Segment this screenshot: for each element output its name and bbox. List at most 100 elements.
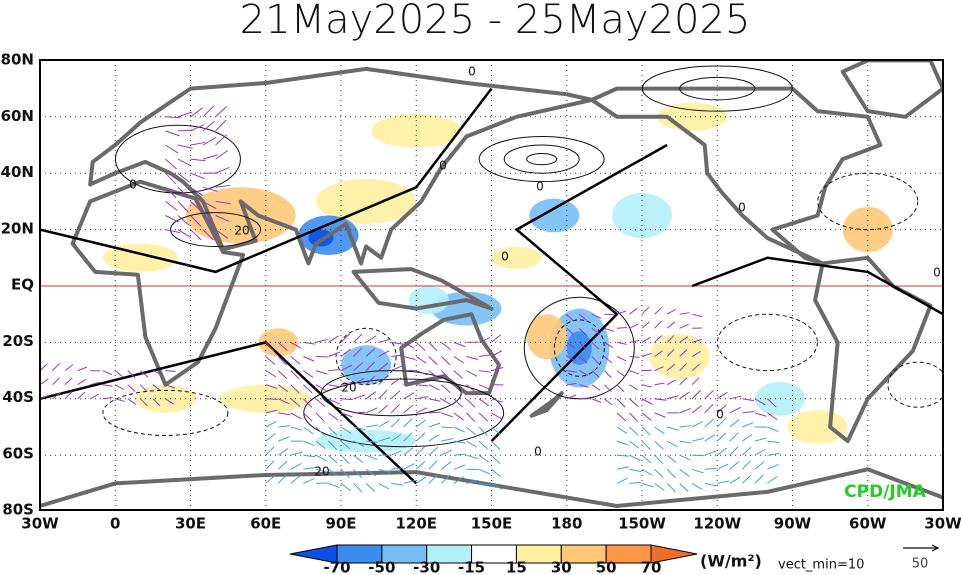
wind-vector bbox=[654, 350, 663, 357]
wind-vector bbox=[666, 426, 679, 431]
wind-vector bbox=[604, 341, 614, 349]
wind-vector bbox=[177, 129, 193, 132]
wind-vector bbox=[654, 366, 664, 372]
wind-vector bbox=[177, 215, 190, 226]
wind-vector bbox=[165, 370, 176, 372]
wind-vector bbox=[403, 479, 416, 484]
wind-vector bbox=[415, 419, 427, 428]
wind-vector bbox=[190, 107, 203, 118]
wind-vector bbox=[353, 426, 366, 431]
wind-vector bbox=[340, 398, 354, 401]
wind-vector bbox=[315, 370, 328, 375]
wind-vector bbox=[403, 432, 413, 442]
wind-vector bbox=[340, 440, 351, 450]
wind-vector bbox=[666, 308, 677, 315]
wind-vector bbox=[578, 313, 588, 321]
wind-vector bbox=[415, 460, 426, 470]
wind-vector bbox=[215, 119, 227, 132]
wind-vector bbox=[202, 154, 218, 160]
wind-vector bbox=[441, 426, 454, 429]
wind-vector bbox=[77, 378, 87, 386]
wind-vector bbox=[729, 432, 739, 442]
wind-vector bbox=[290, 426, 303, 431]
wind-vector bbox=[64, 391, 73, 400]
wind-vector bbox=[729, 395, 742, 400]
coastline bbox=[813, 255, 933, 444]
wind-vector bbox=[692, 313, 702, 318]
contour-label: 0 bbox=[468, 65, 476, 79]
wind-vector bbox=[616, 454, 629, 457]
wind-vector bbox=[767, 475, 778, 484]
wind-vector bbox=[578, 342, 587, 350]
colorbar-tick-label: 70 bbox=[641, 559, 662, 575]
wind-vector bbox=[767, 426, 779, 433]
wind-vector bbox=[716, 404, 727, 414]
wind-vector bbox=[303, 356, 315, 362]
wind-vector bbox=[265, 398, 278, 400]
wind-vector bbox=[491, 398, 504, 403]
wind-vector bbox=[679, 363, 687, 371]
wind-vector bbox=[340, 364, 352, 372]
wind-vector bbox=[704, 467, 717, 470]
wind-vector bbox=[165, 201, 178, 211]
wind-vector bbox=[629, 412, 639, 422]
wind-vector bbox=[641, 454, 652, 464]
wind-vector bbox=[177, 186, 189, 199]
wind-vector bbox=[742, 411, 755, 414]
wind-vector bbox=[102, 397, 113, 400]
contour bbox=[114, 124, 241, 194]
wind-vector bbox=[767, 398, 777, 408]
wind-vector bbox=[265, 460, 275, 470]
wind-vector bbox=[428, 474, 438, 484]
wind-vector bbox=[328, 398, 340, 405]
wind-vector bbox=[641, 352, 652, 357]
wind-vector bbox=[152, 370, 163, 376]
wind-vector bbox=[616, 384, 625, 393]
wind-vector bbox=[265, 433, 276, 442]
wind-vector bbox=[491, 454, 501, 465]
colorbar-tick-label: -50 bbox=[368, 559, 395, 575]
wind-vector bbox=[466, 426, 476, 436]
wind-vector bbox=[102, 384, 113, 387]
wind-vector bbox=[390, 390, 401, 400]
coastline bbox=[351, 267, 494, 311]
wind-vector bbox=[616, 310, 627, 315]
wind-vector bbox=[278, 425, 291, 428]
wind-vector bbox=[679, 336, 689, 343]
wind-vector bbox=[453, 476, 465, 484]
wind-vector bbox=[353, 440, 365, 448]
wind-vector bbox=[365, 335, 377, 343]
shading bbox=[102, 243, 178, 272]
wind-vector bbox=[453, 356, 465, 364]
wind-vector bbox=[415, 476, 427, 484]
credit: CPD/JMA bbox=[844, 482, 926, 502]
wind-vector bbox=[390, 377, 402, 386]
wind-vector bbox=[64, 377, 73, 386]
shading bbox=[529, 198, 580, 233]
wind-vector bbox=[177, 229, 192, 238]
wind-vector bbox=[578, 327, 587, 336]
wind-vector bbox=[365, 361, 375, 371]
wind-vector bbox=[692, 338, 702, 343]
wind-vector bbox=[428, 434, 440, 442]
wind-vector bbox=[215, 229, 229, 239]
latitude-label: 20N bbox=[1, 219, 34, 237]
wind-vector bbox=[277, 370, 288, 380]
wind-vector bbox=[127, 370, 136, 379]
wind-vector bbox=[767, 412, 778, 421]
wind-vector bbox=[378, 389, 388, 400]
wind-vector bbox=[666, 379, 677, 386]
longitude-label: 150W bbox=[618, 515, 666, 533]
wind-vector bbox=[679, 407, 691, 414]
wind-vector bbox=[340, 426, 352, 434]
contour bbox=[526, 152, 558, 166]
wind-vector bbox=[616, 412, 627, 422]
wind-vector bbox=[115, 384, 125, 391]
wind-vector bbox=[165, 186, 177, 199]
wind-vector bbox=[290, 475, 301, 484]
wind-vector bbox=[328, 426, 338, 436]
wind-vector bbox=[666, 363, 676, 371]
wind-vector bbox=[353, 347, 363, 357]
contour-label: 0 bbox=[439, 159, 447, 173]
wind-vector bbox=[365, 407, 378, 414]
